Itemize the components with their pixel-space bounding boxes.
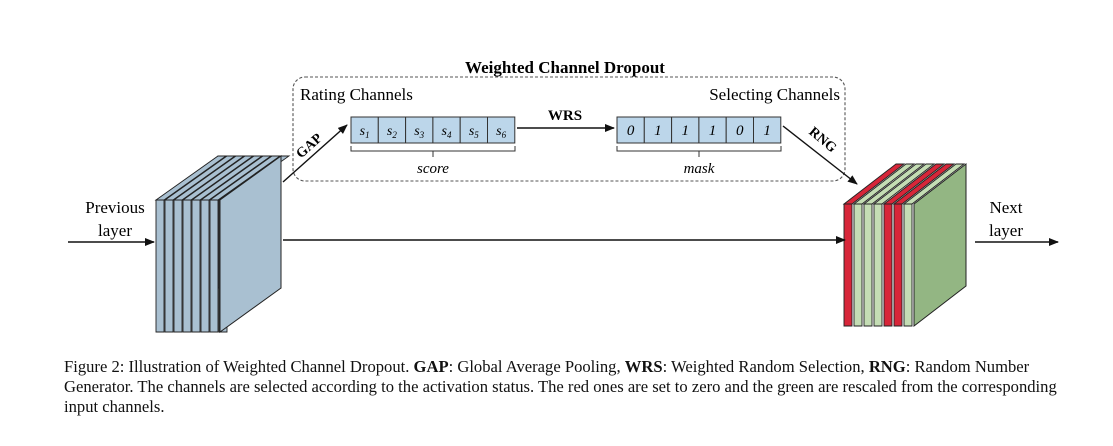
caption-rng-term: RNG	[868, 357, 906, 376]
mask-label: mask	[684, 161, 715, 177]
score-cell-label: s2	[387, 124, 397, 140]
rng-label: RNG	[806, 125, 840, 157]
caption-prefix: Figure 2: Illustration of Weighted Chann…	[64, 357, 414, 376]
next-layer-label-line2: layer	[989, 221, 1023, 240]
output-channel-top	[862, 163, 926, 205]
wcd-dashed-box	[292, 76, 846, 182]
score-label: score	[417, 161, 449, 177]
input-channel-top	[199, 155, 273, 201]
score-cell	[487, 116, 516, 144]
output-kept-channel	[863, 203, 873, 327]
input-channel-top	[154, 155, 228, 201]
output-kept-channel	[903, 203, 913, 327]
input-channel-edge	[200, 199, 210, 333]
caption-wrs-term: WRS	[624, 357, 663, 376]
mask-cell-value: 1	[709, 123, 717, 139]
output-dropped-channel	[883, 203, 893, 327]
output-channel-top	[852, 163, 916, 205]
input-right-face	[219, 155, 282, 333]
input-channel-edge	[182, 199, 192, 333]
score-cell-label: s3	[414, 124, 424, 140]
previous-layer-label-line1: Previous	[85, 198, 145, 217]
mask-cell	[753, 116, 782, 144]
score-cell-label: s6	[496, 124, 506, 140]
mask-cell	[616, 116, 645, 144]
mask-cell	[725, 116, 755, 144]
output-channel-top	[842, 163, 906, 205]
input-channel-edge	[155, 199, 165, 333]
mask-cell-value: 1	[654, 123, 662, 139]
output-dropped-channel	[843, 203, 853, 327]
output-dropped-channel	[893, 203, 903, 327]
input-channel-top	[181, 155, 255, 201]
output-channel-top	[892, 163, 956, 205]
mask-cell-value: 1	[681, 123, 689, 139]
output-right-face	[913, 162, 967, 328]
mask-vector: 0 1 1 1 0 1	[616, 116, 782, 144]
input-channel-top	[208, 155, 282, 201]
input-channel-edge	[209, 199, 219, 333]
mask-cell	[698, 116, 727, 144]
score-vector: s1 s2 s3 s4 s5 s6	[350, 116, 516, 144]
previous-layer-label-line2: layer	[98, 221, 132, 240]
score-brace	[350, 146, 516, 157]
caption-gap-term: GAP	[413, 357, 449, 376]
output-kept-channel	[873, 203, 883, 327]
score-cell	[432, 116, 461, 144]
input-channel-edge	[191, 199, 201, 333]
caption-wrs-def: : Weighted Random Selection,	[662, 357, 869, 376]
mask-brace	[616, 146, 782, 157]
selecting-channels-label: Selecting Channels	[709, 85, 840, 104]
output-feature-maps	[842, 162, 967, 328]
rating-channels-label: Rating Channels	[300, 85, 413, 104]
caption-gap-def: : Global Average Pooling,	[448, 357, 625, 376]
input-channel-top	[163, 155, 237, 201]
mask-cell-value: 1	[763, 123, 771, 139]
score-cell	[405, 116, 434, 144]
input-channel-edge	[173, 199, 183, 333]
wcd-diagram: Weighted Channel Dropout Rating Channels…	[68, 58, 1059, 333]
score-cell-label: s1	[360, 124, 370, 140]
rng-arrow	[782, 125, 858, 185]
output-channel-top	[902, 163, 966, 205]
wrs-label: WRS	[548, 108, 582, 124]
input-channel-top	[190, 155, 264, 201]
mask-cell-value: 0	[627, 123, 635, 139]
score-cell-label: s5	[469, 124, 479, 140]
score-cell-label: s4	[442, 124, 452, 140]
figure-caption: Figure 2: Illustration of Weighted Chann…	[64, 357, 1064, 417]
input-channel-top	[172, 155, 246, 201]
gap-arrow	[282, 124, 348, 183]
output-channel-top	[872, 163, 936, 205]
caption-rng-def: : Random Number Generator. The channels …	[64, 357, 1057, 416]
score-cell	[377, 116, 407, 144]
output-kept-channel	[853, 203, 863, 327]
input-feature-maps	[154, 155, 291, 333]
mask-cell-value: 0	[736, 123, 744, 139]
next-layer-label-line1: Next	[989, 198, 1022, 217]
output-channel-top	[882, 163, 946, 205]
diagram-title: Weighted Channel Dropout	[465, 58, 665, 77]
input-channel-edge	[164, 199, 174, 333]
